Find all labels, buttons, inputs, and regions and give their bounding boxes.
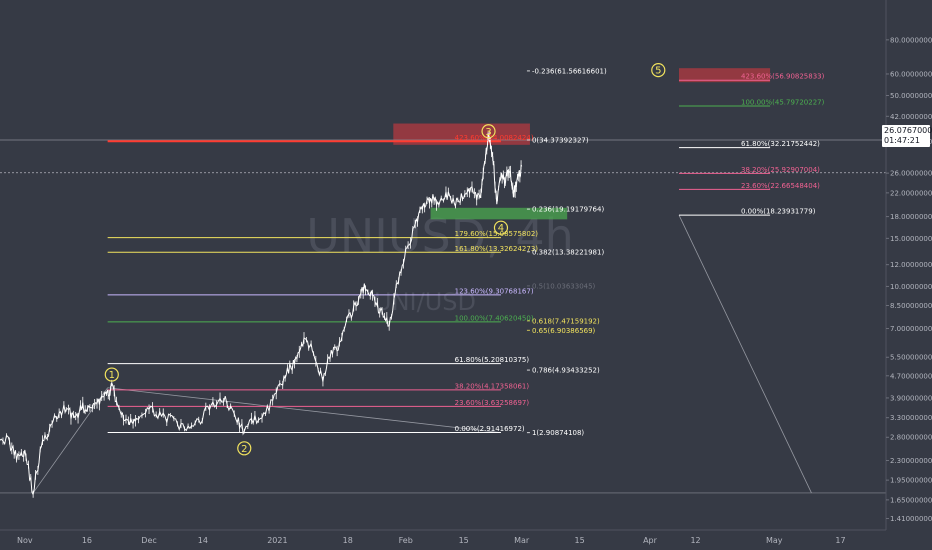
wave-marker-label: 3 [485, 127, 491, 138]
x-tick-label: Dec [141, 536, 156, 545]
y-tick-label: 42.00000000 [890, 113, 932, 121]
y-tick-label: 60.00000000 [890, 70, 932, 78]
wave-marker [481, 124, 496, 139]
price-series [0, 130, 523, 498]
x-tick-label: 12 [690, 536, 700, 545]
fib-level-label: 0.618(7.47159192) [532, 317, 600, 325]
x-tick-label: 14 [198, 536, 208, 545]
wave-marker [493, 220, 509, 235]
chart-watermark-sub: UNI/USD [374, 288, 476, 316]
fib-level-label: -0.236(61.56616601) [532, 67, 607, 75]
zone-box [393, 123, 530, 145]
wave-marker-label: 4 [498, 223, 504, 234]
y-tick-label: 12.00000000 [890, 261, 932, 269]
y-tick-label: 5.50000000 [890, 354, 932, 362]
x-tick-label: 17 [835, 536, 845, 545]
y-tick-label: 22.00000000 [890, 189, 932, 197]
y-tick-label: 1.41000000 [890, 515, 932, 523]
zone-box [430, 207, 568, 220]
y-tick-label: 26.00000000 [890, 170, 932, 178]
y-tick-label: 50.00000000 [890, 92, 932, 100]
label-layer: 423.60%(34.0082424) 179.60%(15.08575802) 1… [104, 62, 825, 456]
y-tick-label: 8.50000000 [890, 302, 932, 310]
fib-extension-label: 423.60%(34.0082424) [455, 134, 534, 142]
fib-level-label: 0.786(4.93433252) [532, 367, 600, 375]
x-tick-label: 15 [459, 536, 469, 545]
x-tick-label: 15 [575, 536, 585, 545]
fib-extension-label: 0.00%(2.91416972) [455, 425, 525, 433]
fib-extension-label: 61.80%(32.21752442) [741, 140, 820, 148]
fib-extension-label: 61.80%(5.20810375) [455, 356, 530, 364]
zone-box [678, 68, 771, 83]
fib-extension-label: 123.60%(9.30768167) [455, 287, 534, 295]
fib-extension-label: 423.60%(56.90825833) [741, 73, 825, 81]
x-tick-label: Feb [399, 536, 413, 545]
x-tick-label: Nov [17, 536, 33, 545]
fib-extension-label: 38.20%(25.92907004) [741, 166, 820, 174]
fib-extension-label: 0.00%(18.23931779) [741, 208, 816, 216]
y-tick-label: 3.30000000 [890, 414, 932, 422]
wave-marker-label: 5 [655, 66, 661, 77]
fib-extension-label: 100.00%(7.40620450) [455, 314, 534, 322]
bar-countdown: 01:47:21 [884, 136, 920, 145]
wave-marker-label: 1 [109, 370, 115, 381]
fib-level-label: 0.65(6.90386569) [532, 327, 596, 335]
fib-extension-label: 23.60%(22.66548404) [741, 182, 820, 190]
x-tick-label: May [766, 536, 783, 545]
drawing-layer [0, 68, 886, 494]
wave-marker-label: 2 [241, 444, 247, 455]
fib-level-label: 0.5(10.03633045) [532, 282, 596, 290]
x-tick-label: 2021 [267, 536, 287, 545]
x-tick-label: 18 [343, 536, 353, 545]
y-tick-label: 3.90000000 [890, 394, 932, 402]
fib-level-label: 0.382(13.38221981) [532, 248, 605, 256]
y-tick-label: 10.00000000 [890, 283, 932, 291]
fib-extension-label: 179.60%(15.08575802) [455, 230, 539, 238]
y-tick-label: 7.00000000 [890, 325, 932, 333]
y-tick-label: 18.00000000 [890, 213, 932, 221]
fib-level-label: 1(2.90874108) [532, 429, 584, 437]
trend-line [678, 214, 812, 494]
y-tick-label: 2.80000000 [890, 434, 932, 442]
y-tick-label: 4.70000000 [890, 372, 932, 380]
y-tick-label: 80.00000000 [890, 36, 932, 44]
fib-extension-label: 100.00%(45.79720227) [741, 98, 825, 106]
x-tick-label: 16 [82, 536, 92, 545]
y-tick-label: 1.65000000 [890, 496, 932, 504]
trend-line [32, 387, 108, 494]
fib-extension-label: 38.20%(4.17358061) [455, 382, 530, 390]
y-tick-label: 2.30000000 [890, 457, 932, 465]
price-line [0, 133, 523, 496]
fib-extension-label: 161.80%(13.32624273) [455, 245, 539, 253]
x-tick-label: Mar [514, 536, 530, 545]
fib-extension-label: 23.60%(3.63258697) [455, 399, 530, 407]
fib-level-label: 0(34.37392327) [532, 137, 589, 145]
x-tick-label: Apr [643, 536, 658, 545]
y-tick-label: 1.95000000 [890, 477, 932, 485]
wave-marker [104, 367, 119, 382]
fib-level-label: 0.236(19.19179764) [532, 206, 605, 214]
y-tick-label: 15.00000000 [890, 235, 932, 243]
trend-line [107, 387, 502, 434]
wave-marker [651, 62, 666, 78]
wave-marker [237, 441, 252, 456]
